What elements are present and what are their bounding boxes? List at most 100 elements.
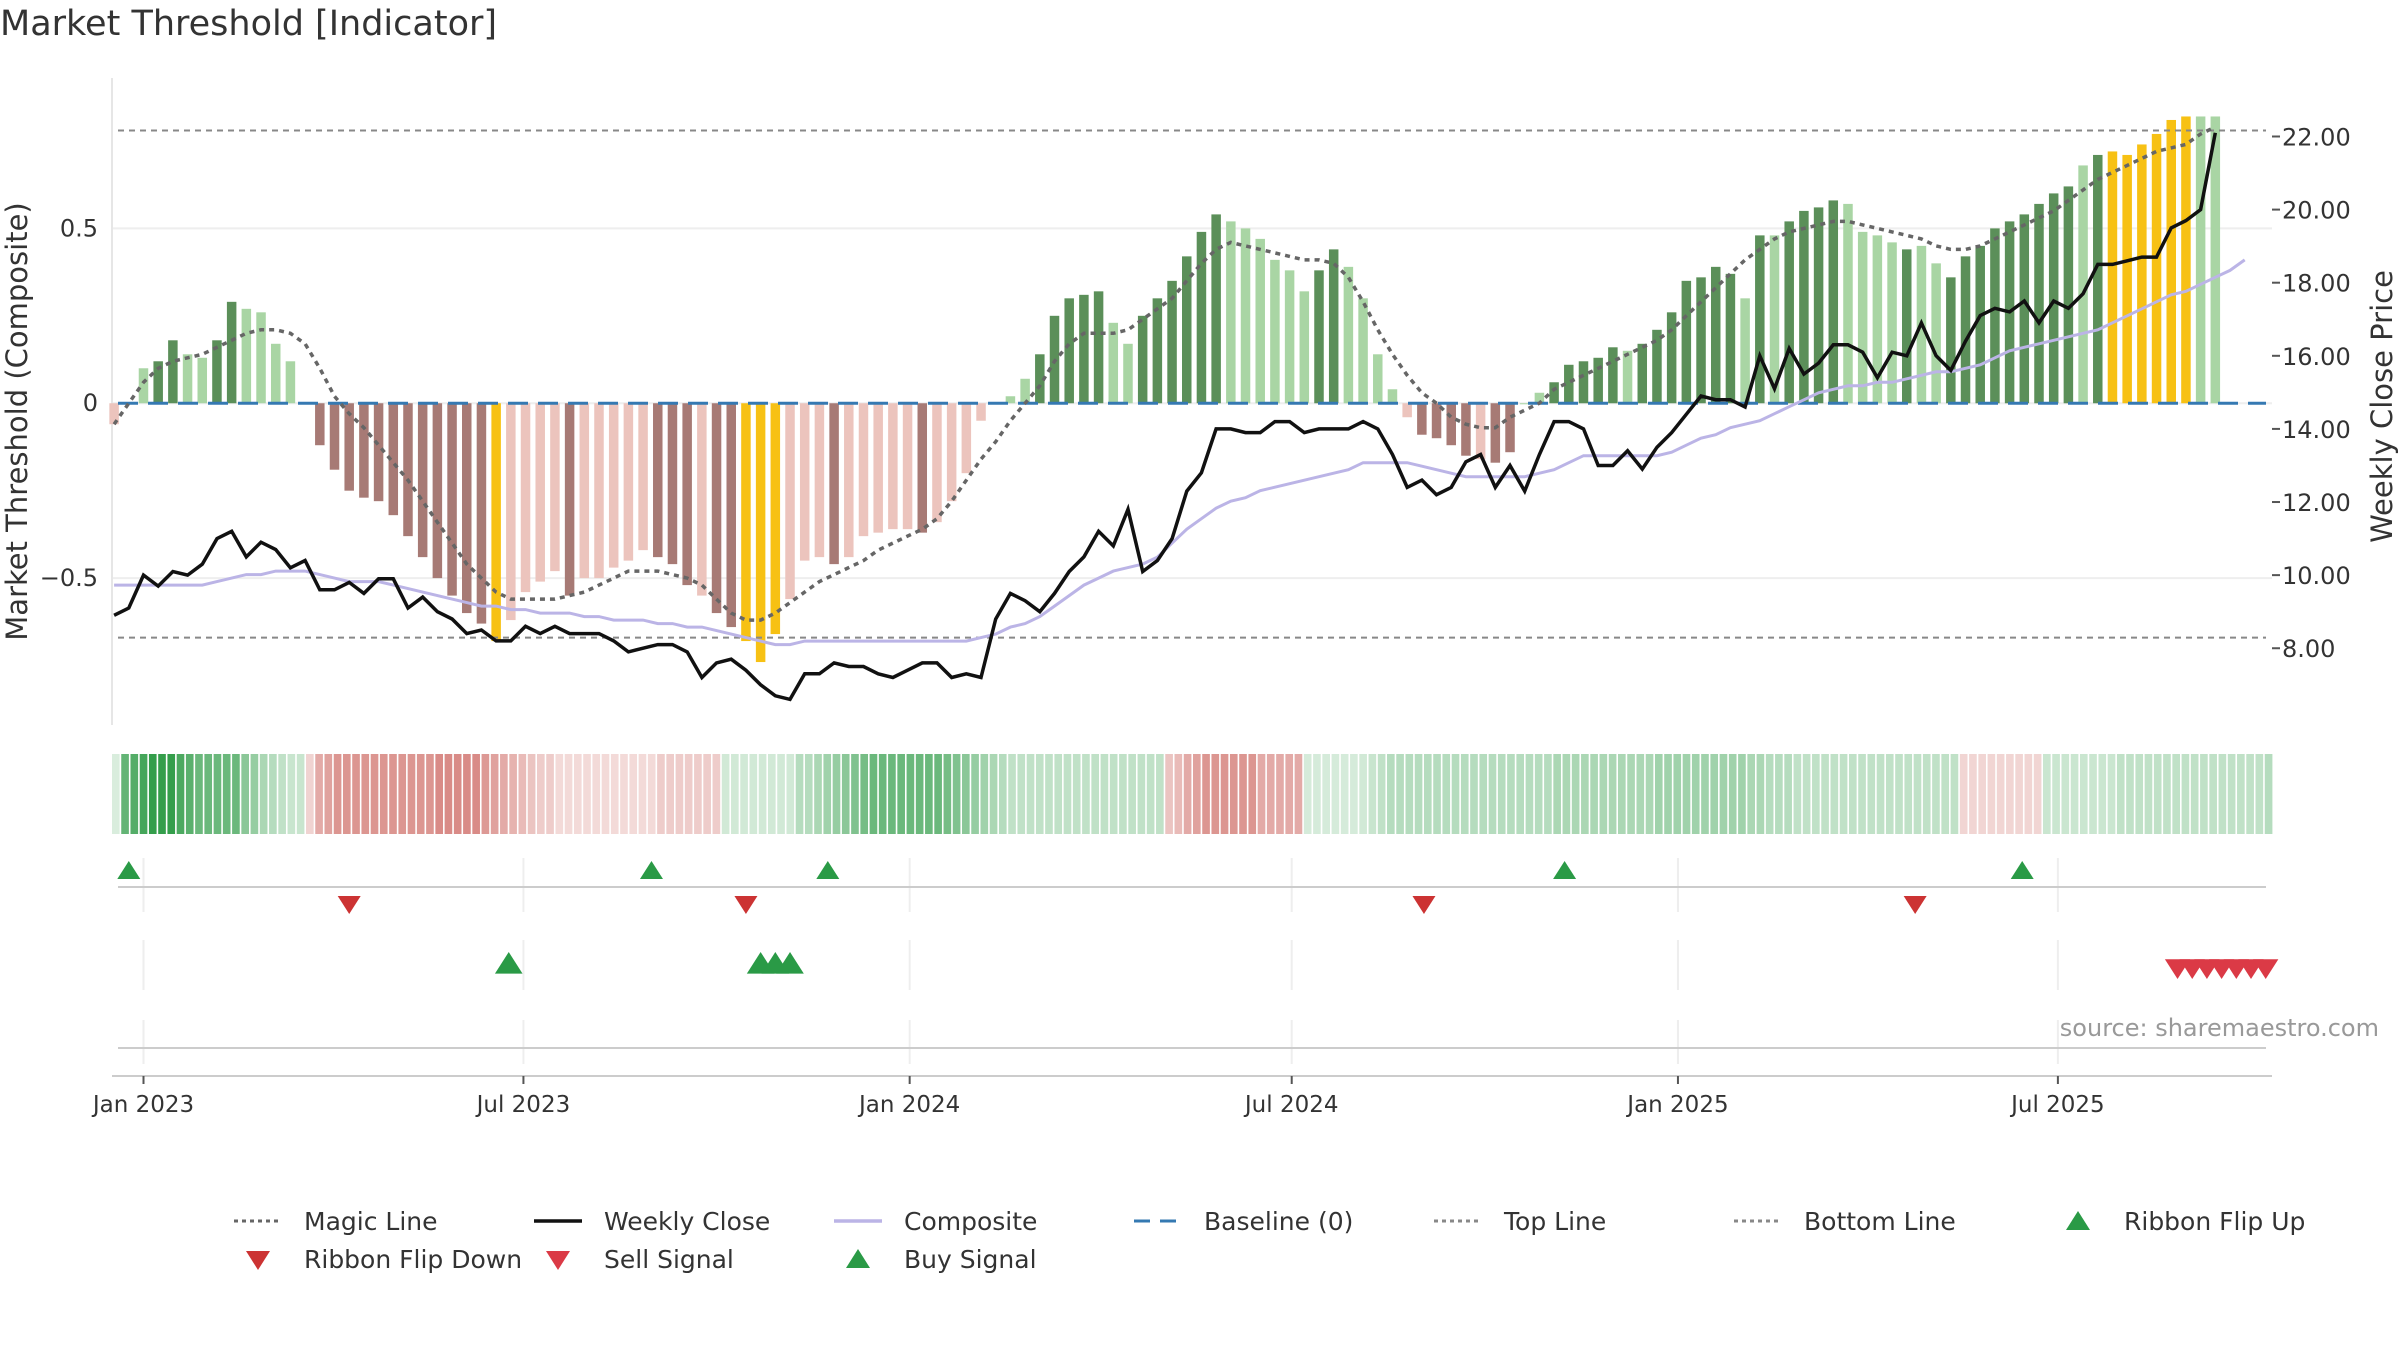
ribbon-cell [1497,754,1506,834]
ribbon-cell [2237,754,2245,834]
ribbon-cell [2144,754,2153,834]
composite-bar [1079,294,1089,404]
ribbon-cell [1996,754,2005,834]
composite-bar [1784,221,1794,404]
ribbon-cell [426,754,434,834]
ribbon-cell [1673,754,1682,834]
ribbon-cell [1072,754,1081,834]
ribbon-cell [379,754,388,834]
legend-swatch [234,1219,282,1223]
composite-bar [1960,256,1971,404]
composite-bar [608,403,619,568]
ribbon-cell [777,754,785,834]
ribbon-cell [767,754,776,834]
ribbon-cell [832,754,841,834]
legend-label: Sell Signal [604,1244,734,1274]
ribbon-cell [1876,754,1885,834]
composite-bar [697,403,707,596]
source-note: source: sharemaestro.com [2059,1014,2379,1042]
composite-bar [946,403,957,502]
ribbon-cell [481,754,490,834]
legend-label: Composite [904,1206,1038,1236]
ribbon-cell [1193,754,1201,834]
ribbon-cell [1534,754,1543,834]
legend-swatch [246,1251,270,1270]
composite-bar [2063,186,2074,404]
ribbon-cell [444,754,453,834]
ribbon-cell [1257,754,1266,834]
ribbon-cell [1442,754,1451,834]
ribbon-cell [500,754,508,834]
ribbon-cell [657,754,665,834]
ribbon-cell [1303,754,1312,834]
composite-bar [212,340,222,404]
ribbon-cell [925,754,933,834]
ribbon-cell [962,754,970,834]
y-right-tick-label: 22.00 [2282,123,2351,151]
ribbon-cell [453,754,462,834]
ribbon-cell [1045,754,1053,834]
composite-bar [1725,273,1736,404]
ribbon-cell [2043,754,2051,834]
legend-label: Weekly Close [604,1206,771,1236]
composite-bar [344,403,354,491]
ribbon-cell [2033,754,2042,834]
ribbon-cell [1553,754,1561,834]
composite-bar [373,403,384,502]
legend-label: Buy Signal [904,1244,1037,1274]
ribbon-flip-up-marker [1553,861,1577,879]
composite-bar [2181,116,2191,404]
ribbon-cell [296,754,305,834]
composite-bar [285,361,296,404]
ribbon-flip-down-marker [1412,896,1436,914]
ribbon-cell [823,754,832,834]
ribbon-cell [1932,754,1940,834]
ribbon-cell [2200,754,2208,834]
ribbon-cell [2172,754,2181,834]
ribbon-cell [1035,754,1044,834]
composite-bar [1226,221,1236,404]
ribbon-cell [1654,754,1663,834]
y-left-axis-title: Market Threshold (Composite) [0,202,34,640]
legend: Magic Line Weekly Close Composite Baseline … [230,1202,2350,1282]
composite-bar [1108,322,1119,404]
legend-swatch [1434,1219,1482,1223]
ribbon-cell [1082,754,1090,834]
ribbon-cell [1109,754,1118,834]
ribbon-cell [1350,754,1358,834]
composite-bar [476,403,487,624]
ribbon-cell [1599,754,1608,834]
composite-bar [1799,210,1809,404]
ribbon-cell [1710,754,1719,834]
ribbon-cell [2006,754,2014,834]
ribbon-cell [306,754,314,834]
composite-bar [1064,298,1074,404]
ribbon-cell [1294,754,1303,834]
ribbon-cell [1775,754,1783,834]
ribbon-cell [1664,754,1672,834]
composite-bar [594,403,604,579]
ribbon-cell [1913,754,1922,834]
composite-bar [1872,235,1883,404]
ribbon-cell [998,754,1007,834]
composite-bar [682,403,692,586]
composite-bar [653,403,663,558]
ribbon-cell [1451,754,1460,834]
composite-bar [741,403,751,642]
ribbon-cell [1645,754,1654,834]
composite-bar [1417,403,1427,435]
ribbon-cell [2227,754,2236,834]
labels-layer: −0.5 0 0.5 8.00 10.00 12.00 14.00 16.00 18.00 20.… [0,123,2399,1118]
composite-bar [1358,298,1368,404]
ribbon-cell [2153,754,2162,834]
ribbon-cell [2089,754,2097,834]
y-left-tick-label: 0 [83,389,98,417]
composite-bar [579,403,590,579]
ribbon-cell [1211,754,1220,834]
ribbon-cell [1969,754,1977,834]
ribbon-cell [222,754,231,834]
ribbon-cell [1396,754,1404,834]
legend-label: Magic Line [304,1206,438,1236]
legend-item: Ribbon Flip Down [230,1240,522,1278]
ribbon-cell [721,754,730,834]
